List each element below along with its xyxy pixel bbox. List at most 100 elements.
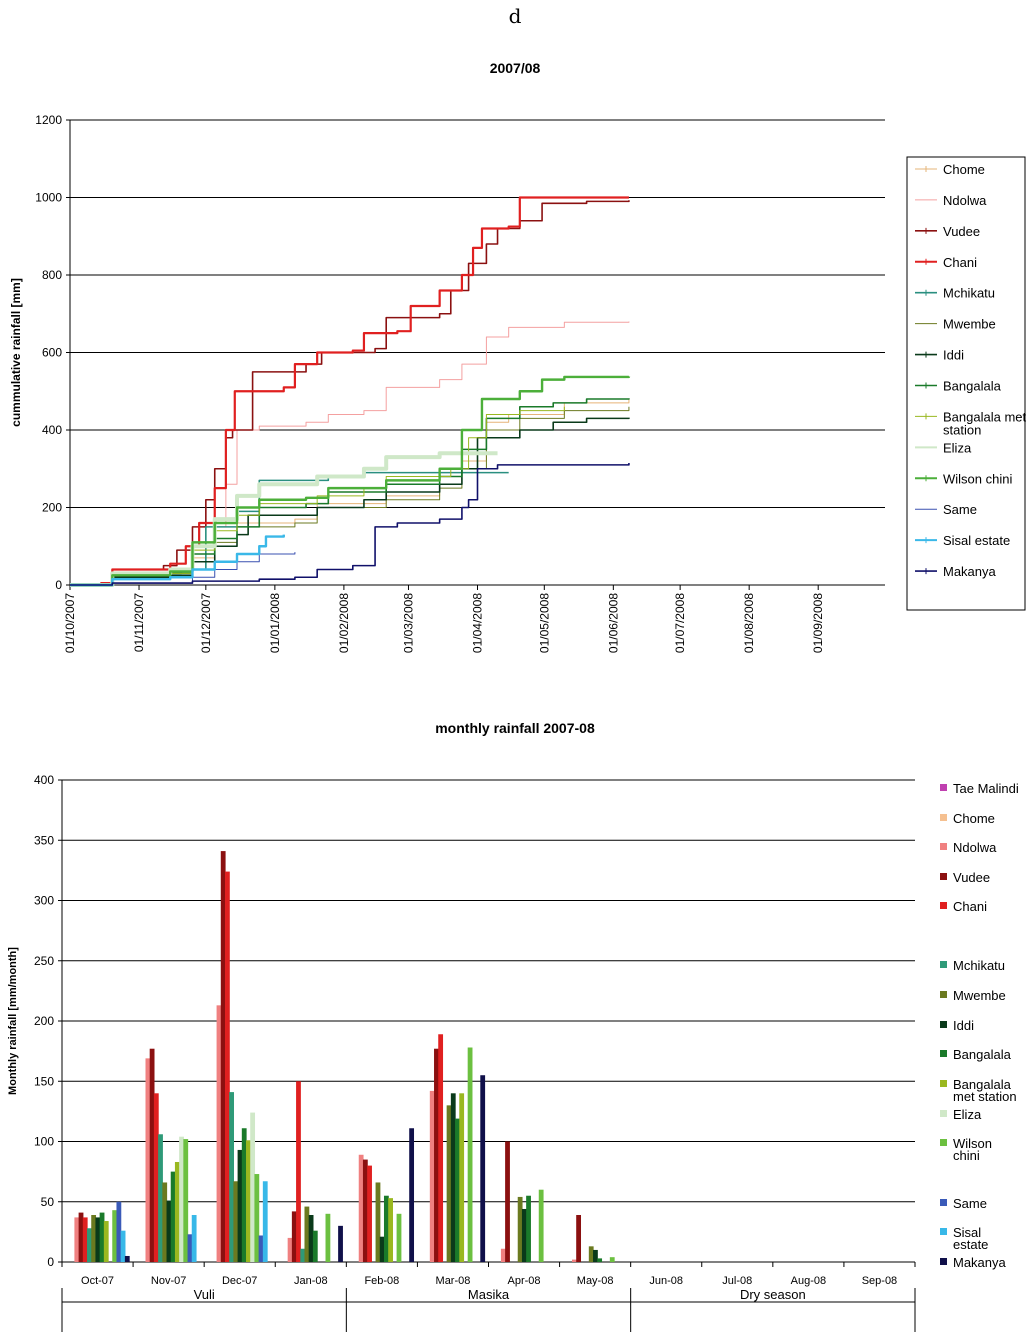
bar-wilson-chini	[183, 1139, 189, 1262]
legend-label: chini	[953, 1148, 980, 1163]
season-label: Dry season	[740, 1287, 806, 1302]
legend-label: Mchikatu	[953, 958, 1005, 973]
y-tick-label: 1000	[35, 191, 62, 205]
y-tick-label: 400	[42, 423, 62, 437]
legend-label: Vudee	[943, 224, 980, 239]
bar-iddi	[95, 1217, 101, 1262]
bar-bangalala	[455, 1118, 460, 1262]
legend-swatch	[940, 784, 947, 791]
legend-swatch	[940, 1110, 947, 1117]
bar-bangalala	[526, 1195, 531, 1262]
series-line-sisal-estate	[70, 534, 285, 587]
legend-swatch	[940, 1258, 947, 1265]
series-line-wilson-chini	[70, 375, 631, 587]
x-tick-label: Sep-08	[862, 1275, 897, 1287]
bar-chani	[82, 1217, 88, 1262]
x-tick-label: 01/02/2008	[337, 593, 351, 653]
bar-vudee	[576, 1215, 582, 1262]
bar-chani	[438, 1034, 444, 1262]
bar-chani	[153, 1093, 159, 1262]
legend-label: Tae Malindi	[953, 781, 1019, 796]
bar-ndolwa	[74, 1217, 80, 1262]
y-axis-label: Monthly rainfall [mm/month]	[7, 947, 19, 1095]
bar-chani	[296, 1081, 301, 1262]
x-tick-label: Mar-08	[436, 1275, 471, 1287]
legend-swatch	[940, 843, 947, 850]
bar-iddi	[379, 1236, 385, 1262]
series-line-mchikatu	[70, 471, 509, 586]
line-chart-title: 2007/08	[489, 60, 541, 76]
legend-label: Mwembe	[953, 988, 1006, 1003]
y-axis-label: cummulative rainfall [mm]	[9, 278, 23, 427]
x-tick-label: 01/10/2007	[63, 593, 77, 653]
x-tick-label: Apr-08	[508, 1275, 541, 1287]
x-tick-label: Oct-07	[81, 1275, 114, 1287]
bar-iddi	[450, 1093, 456, 1262]
legend-swatch	[940, 1080, 947, 1087]
legend-swatch	[940, 902, 947, 909]
legend-swatch	[940, 1228, 947, 1235]
bar-wilson-chini	[609, 1257, 615, 1262]
x-tick-label: 01/08/2008	[742, 593, 756, 653]
bar-iddi	[521, 1208, 527, 1262]
bar-chart-title: monthly rainfall 2007-08	[435, 720, 595, 736]
legend-label: Mwembe	[943, 317, 996, 332]
bar-wilson-chini	[538, 1189, 544, 1262]
legend-label: Bangalala	[953, 1077, 1012, 1092]
bar-bangalala	[597, 1258, 603, 1262]
bar-vudee	[291, 1211, 297, 1262]
series-line-bangalala	[70, 398, 630, 586]
x-tick-label: 01/09/2008	[811, 593, 825, 653]
bar-bangalala-met-station	[246, 1140, 251, 1262]
bar-mchikatu	[158, 1134, 163, 1262]
bar-ndolwa	[571, 1259, 577, 1262]
bar-wilson-chini	[112, 1210, 118, 1262]
bar-eliza	[250, 1112, 256, 1262]
legend-swatch	[940, 1199, 947, 1206]
bar-bangalala	[170, 1171, 176, 1262]
legend-swatch	[940, 1021, 947, 1028]
y-tick-label: 200	[42, 501, 62, 515]
legend-label: met station	[953, 1089, 1017, 1104]
bar-mwembe	[517, 1196, 523, 1262]
bar-vudee	[362, 1159, 368, 1262]
x-tick-label: 01/12/2007	[199, 593, 213, 653]
legend-label: estate	[953, 1237, 988, 1252]
bar-wilson-chini	[396, 1213, 402, 1262]
x-tick-label: May-08	[577, 1275, 614, 1287]
series-line-vudee	[70, 200, 630, 586]
bar-vudee	[78, 1212, 84, 1262]
x-tick-label: 01/05/2008	[537, 593, 551, 653]
bar-iddi	[237, 1149, 243, 1262]
y-tick-label: 800	[42, 268, 62, 282]
legend-label: Chome	[943, 162, 985, 177]
legend-label: Wilson	[953, 1136, 992, 1151]
bar-makanya	[338, 1225, 343, 1262]
y-tick-label: 150	[34, 1074, 54, 1088]
bar-sisal-estate	[120, 1230, 126, 1262]
bar-chani	[224, 871, 230, 1262]
legend-label: Ndolwa	[953, 840, 997, 855]
bar-vudee	[505, 1141, 510, 1262]
bar-sisal-estate	[262, 1181, 268, 1262]
legend-box	[906, 156, 1026, 611]
bar-wilson-chini	[325, 1213, 331, 1262]
bar-vudee	[434, 1048, 439, 1262]
bar-bangalala	[99, 1212, 105, 1262]
legend-label: Bangalala met	[943, 409, 1026, 424]
bar-bangalala-met-station	[388, 1198, 393, 1262]
series-line-iddi	[70, 417, 630, 586]
bar-mwembe	[588, 1246, 594, 1262]
bar-mwembe	[304, 1206, 310, 1262]
legend-label: station	[943, 422, 981, 437]
bar-iddi	[308, 1215, 314, 1262]
monthly-rainfall-chart: 0 50 100 150 200 250 300 350 400 Oct-07 Nov-07 Dec-…	[7, 773, 1019, 1332]
x-tick-label: Jul-08	[722, 1275, 752, 1287]
bar-mwembe	[162, 1182, 168, 1262]
bar-ndolwa	[429, 1090, 435, 1262]
legend-label: Iddi	[953, 1018, 974, 1033]
x-tick-label: Jun-08	[649, 1275, 683, 1287]
legend-label: Sisal estate	[943, 533, 1010, 548]
bar-ndolwa	[358, 1154, 364, 1262]
bar-bangalala	[383, 1195, 389, 1262]
